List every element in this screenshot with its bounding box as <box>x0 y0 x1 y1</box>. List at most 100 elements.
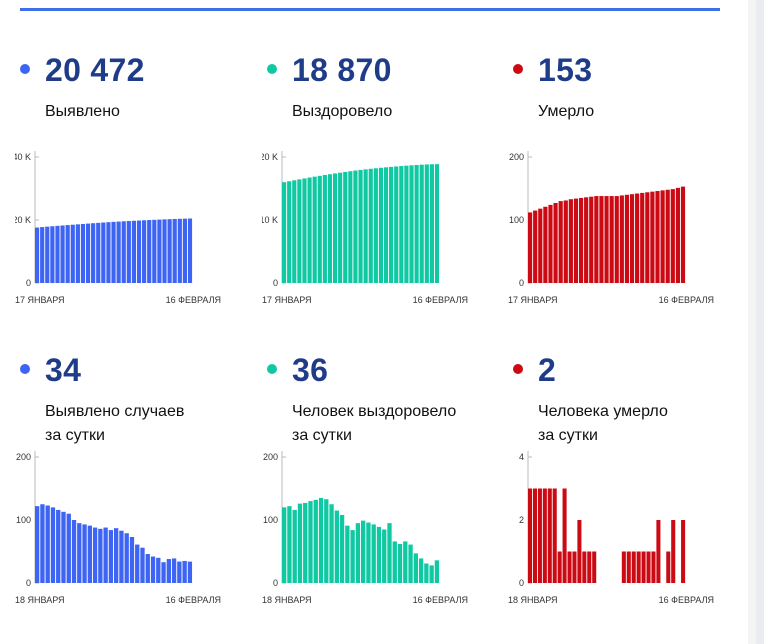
bar[interactable] <box>338 172 343 283</box>
bar[interactable] <box>297 503 303 583</box>
bar[interactable] <box>558 201 563 283</box>
bar[interactable] <box>91 223 96 283</box>
bar[interactable] <box>71 520 77 583</box>
bar[interactable] <box>577 520 582 583</box>
bar[interactable] <box>592 551 597 584</box>
bar[interactable] <box>111 221 116 283</box>
bar[interactable] <box>171 558 177 583</box>
bar[interactable] <box>56 509 61 583</box>
bar[interactable] <box>187 561 193 583</box>
bar[interactable] <box>353 170 358 283</box>
bar[interactable] <box>358 169 363 283</box>
bar[interactable] <box>35 227 40 283</box>
bar[interactable] <box>368 168 373 283</box>
bar[interactable] <box>103 527 108 583</box>
bar[interactable] <box>75 224 80 283</box>
bar[interactable] <box>563 200 568 283</box>
bar[interactable] <box>101 222 106 283</box>
bar[interactable] <box>302 178 307 283</box>
bar[interactable] <box>287 506 292 583</box>
bar[interactable] <box>124 533 129 583</box>
bar[interactable] <box>626 551 631 584</box>
bar[interactable] <box>651 551 656 584</box>
bar[interactable] <box>318 497 324 583</box>
bar[interactable] <box>55 225 60 283</box>
bar[interactable] <box>646 551 651 584</box>
bar[interactable] <box>397 543 403 583</box>
bar[interactable] <box>87 525 92 583</box>
bar[interactable] <box>542 488 547 584</box>
bar[interactable] <box>543 206 548 283</box>
bar[interactable] <box>65 225 70 283</box>
bar[interactable] <box>329 504 334 583</box>
bar[interactable] <box>282 182 287 283</box>
bar[interactable] <box>609 196 614 283</box>
bar[interactable] <box>675 187 680 283</box>
bar[interactable] <box>282 507 287 583</box>
bar[interactable] <box>567 551 572 584</box>
bar[interactable] <box>308 501 313 583</box>
bar[interactable] <box>166 559 171 583</box>
bar[interactable] <box>533 210 538 283</box>
bar[interactable] <box>135 544 140 583</box>
bar[interactable] <box>167 219 172 283</box>
bar[interactable] <box>383 167 389 283</box>
bar[interactable] <box>434 560 440 583</box>
bar[interactable] <box>348 171 353 283</box>
bar[interactable] <box>635 193 640 283</box>
bar[interactable] <box>528 212 533 283</box>
bar[interactable] <box>172 218 177 283</box>
bar[interactable] <box>547 488 552 584</box>
bar[interactable] <box>424 563 429 583</box>
bar[interactable] <box>147 220 152 283</box>
bar[interactable] <box>528 488 533 584</box>
bar[interactable] <box>599 196 604 283</box>
bar[interactable] <box>666 551 671 584</box>
bar[interactable] <box>409 165 414 283</box>
bar[interactable] <box>553 202 558 283</box>
bar[interactable] <box>604 196 609 283</box>
bar[interactable] <box>61 511 66 583</box>
bar[interactable] <box>332 173 338 283</box>
scrollbar-track[interactable] <box>756 0 764 644</box>
bar[interactable] <box>40 227 45 283</box>
bar[interactable] <box>562 488 567 584</box>
bar[interactable] <box>114 528 119 583</box>
bar[interactable] <box>434 164 440 283</box>
bar[interactable] <box>80 223 86 283</box>
bar[interactable] <box>77 523 82 583</box>
bar[interactable] <box>303 502 308 583</box>
bar[interactable] <box>322 175 327 283</box>
bar[interactable] <box>589 196 594 283</box>
bar[interactable] <box>108 530 114 583</box>
bar[interactable] <box>287 181 292 283</box>
bar[interactable] <box>106 222 111 283</box>
bar[interactable] <box>307 177 312 283</box>
bar[interactable] <box>363 169 368 283</box>
bar[interactable] <box>665 189 670 283</box>
bar[interactable] <box>378 167 384 283</box>
bar[interactable] <box>50 226 55 283</box>
bar[interactable] <box>548 204 553 283</box>
bar[interactable] <box>389 166 394 283</box>
bar[interactable] <box>116 221 121 283</box>
bar[interactable] <box>392 541 397 583</box>
bar[interactable] <box>334 510 339 583</box>
bar[interactable] <box>414 165 419 283</box>
bar[interactable] <box>70 224 75 283</box>
bar[interactable] <box>182 218 187 283</box>
bar[interactable] <box>292 180 297 283</box>
bar[interactable] <box>371 524 376 583</box>
bar[interactable] <box>376 526 382 583</box>
bar[interactable] <box>60 225 65 283</box>
bar[interactable] <box>624 194 630 283</box>
bar[interactable] <box>418 558 424 583</box>
bar[interactable] <box>35 506 40 583</box>
bar[interactable] <box>552 488 557 584</box>
bar[interactable] <box>156 557 161 583</box>
bar[interactable] <box>419 164 424 283</box>
bar[interactable] <box>355 523 361 583</box>
bar[interactable] <box>681 520 686 583</box>
bar[interactable] <box>594 196 599 283</box>
bar[interactable] <box>317 175 322 283</box>
